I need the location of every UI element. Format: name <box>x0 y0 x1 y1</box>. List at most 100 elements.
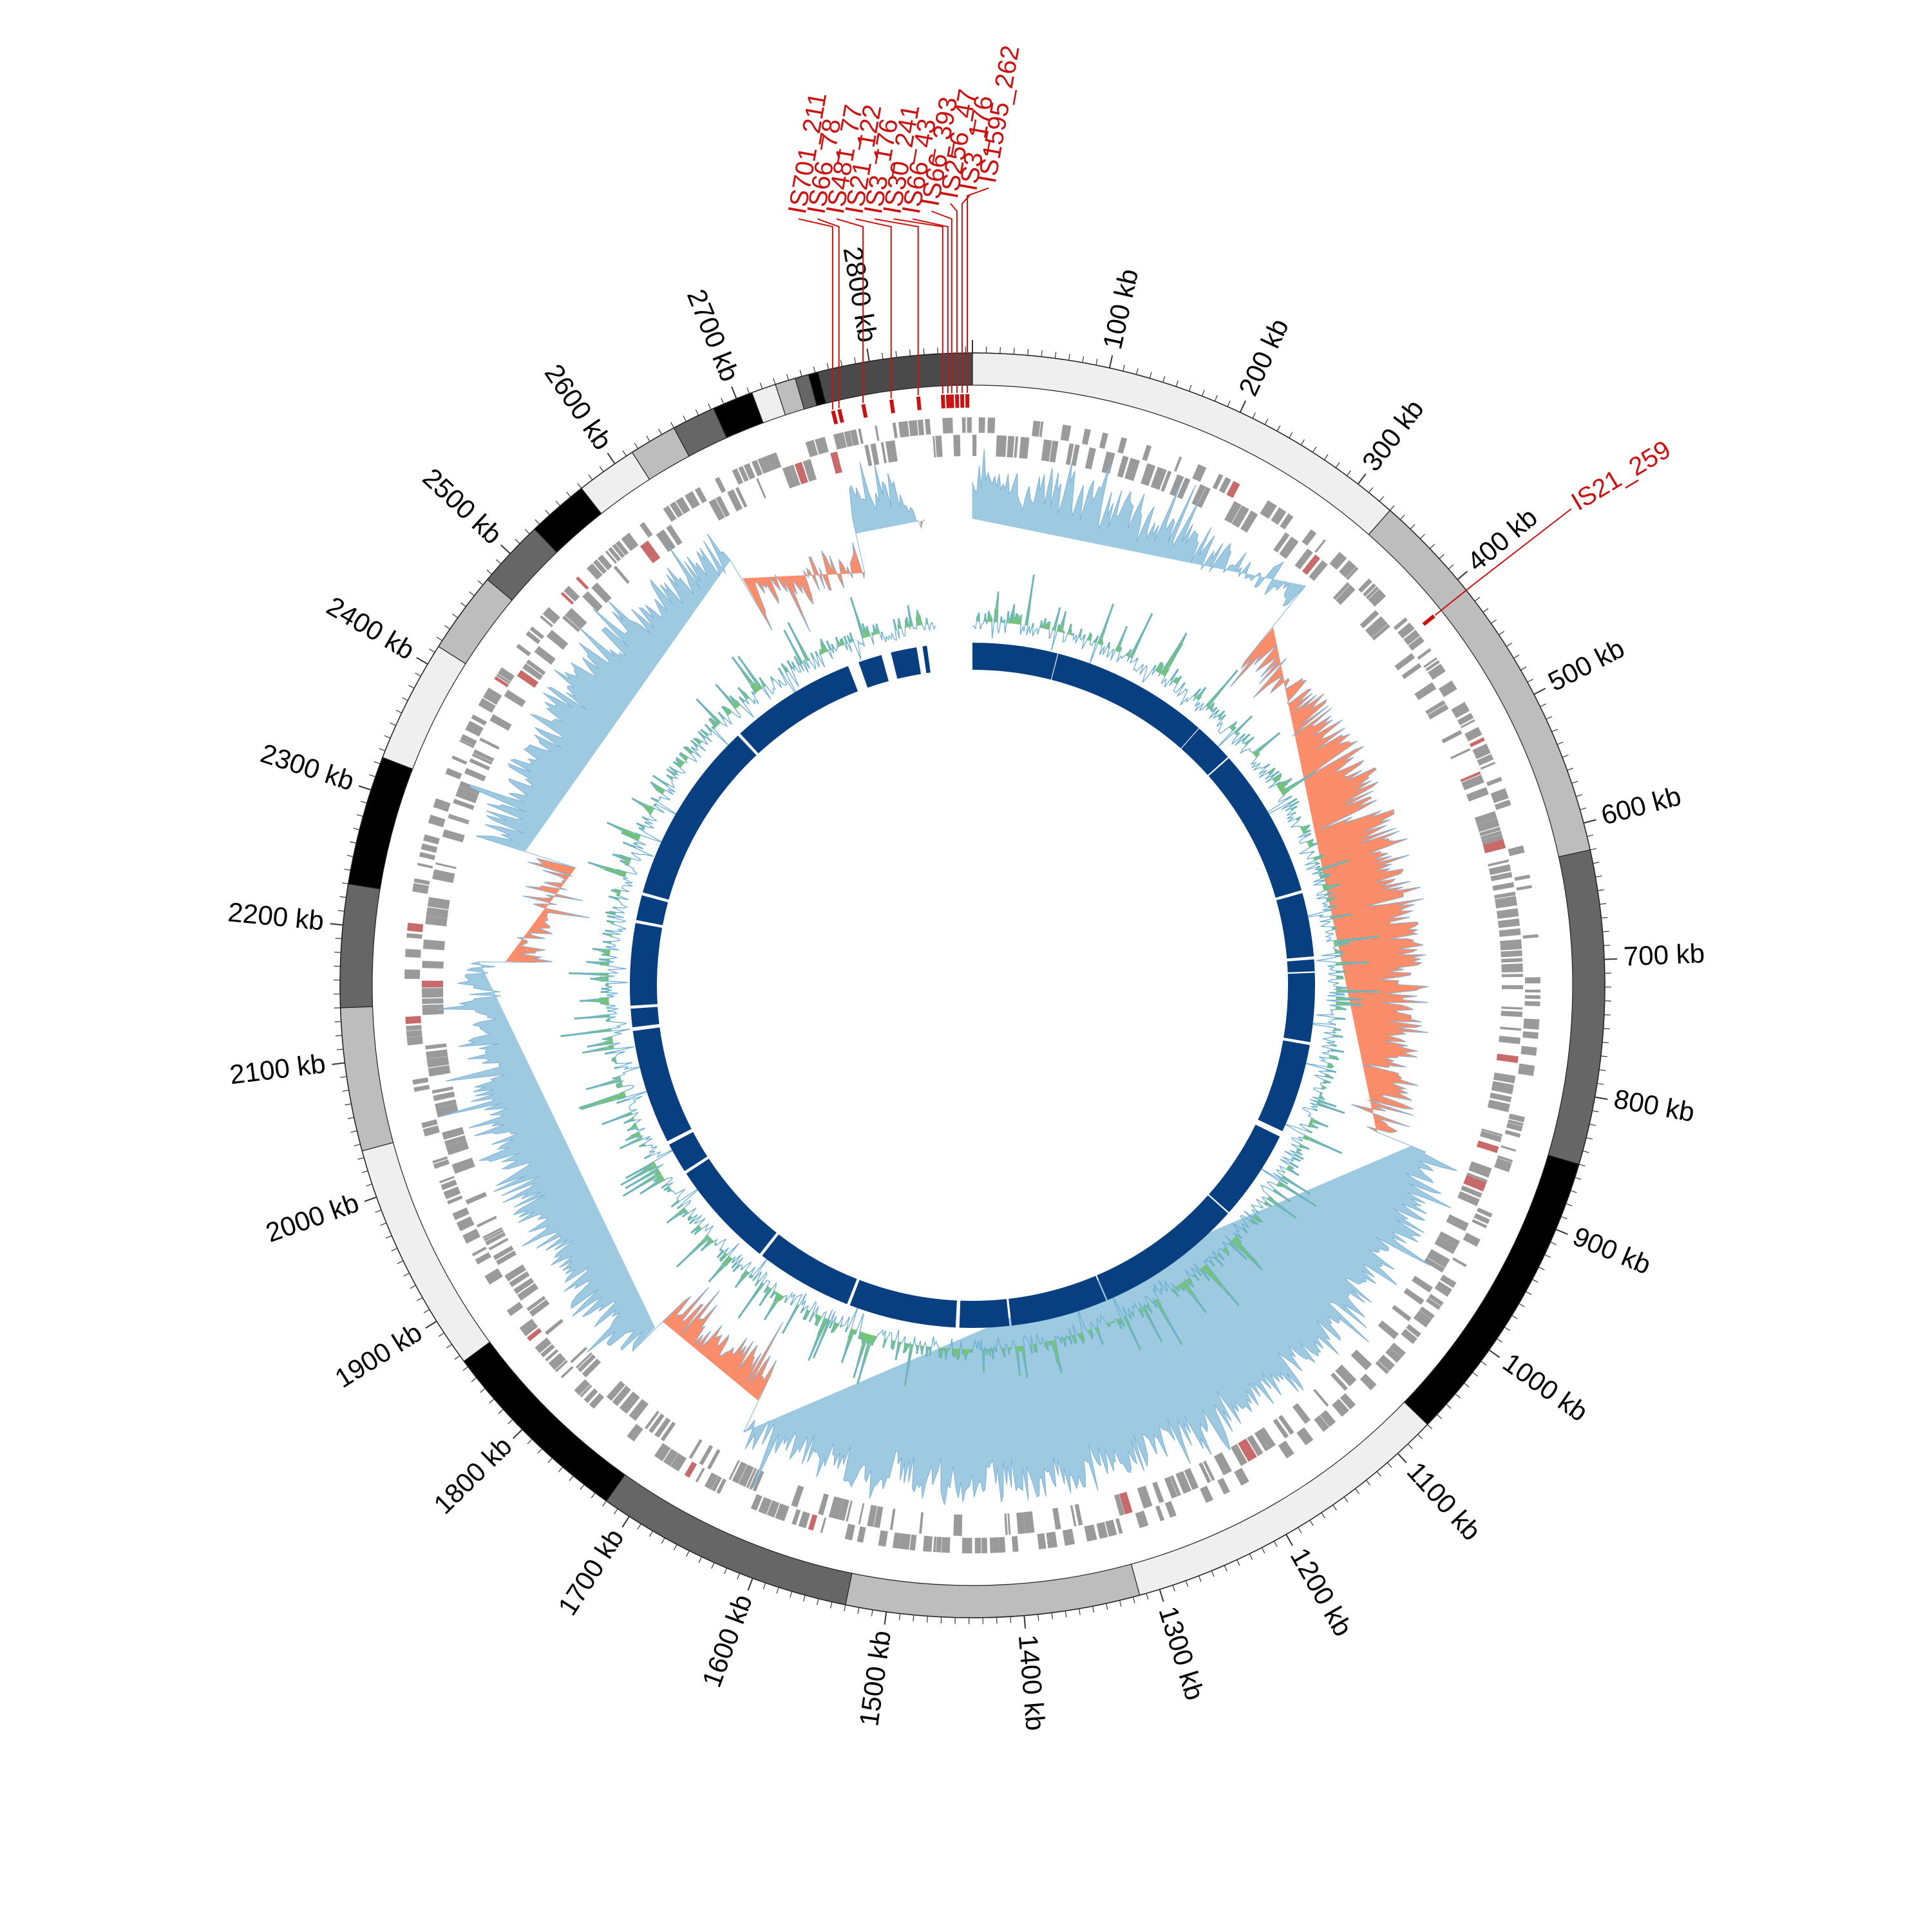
gene-feature <box>1494 1158 1512 1173</box>
gene-feature <box>909 1534 917 1551</box>
gene-feature <box>475 1252 491 1265</box>
block-segment <box>630 1007 659 1028</box>
gene-feature <box>612 1385 631 1406</box>
minor-tick <box>854 357 857 365</box>
gene-feature <box>1466 1172 1488 1183</box>
minor-tick <box>1560 1216 1567 1220</box>
minor-tick <box>762 1582 766 1589</box>
gene-feature <box>1477 818 1500 833</box>
gene-feature <box>404 969 421 980</box>
gene-feature <box>766 1500 780 1518</box>
gene-feature <box>1390 1342 1406 1358</box>
minor-tick <box>1185 1580 1189 1587</box>
is-element-mark <box>916 396 922 411</box>
minor-tick <box>1481 1361 1487 1366</box>
minor-tick <box>452 614 459 618</box>
gene-feature <box>663 1448 679 1466</box>
gene-feature <box>428 815 446 828</box>
minor-tick <box>408 685 415 689</box>
minor-tick <box>746 387 750 394</box>
major-tick <box>500 544 511 554</box>
gene-feature <box>1081 428 1091 445</box>
gene-feature <box>1480 761 1496 770</box>
block-segment <box>632 1027 692 1142</box>
gene-feature <box>645 1410 659 1430</box>
major-tick <box>1555 1228 1568 1235</box>
minor-tick <box>602 1501 607 1507</box>
minor-tick <box>1106 1603 1108 1610</box>
gene-feature <box>925 419 931 435</box>
gene-feature <box>1170 1475 1181 1497</box>
minor-tick <box>1427 1424 1433 1430</box>
gene-feature <box>1461 719 1475 728</box>
gene-feature <box>715 495 730 517</box>
minor-tick <box>337 1048 344 1050</box>
minor-tick <box>1446 1403 1452 1409</box>
gene-feature <box>540 1344 555 1358</box>
gene-feature <box>496 1250 517 1265</box>
minor-tick <box>759 383 763 390</box>
position-label: 100 kb <box>1097 266 1144 352</box>
gene-feature <box>858 428 864 444</box>
gene-track <box>404 417 1540 1553</box>
gene-feature <box>542 607 560 625</box>
minor-tick <box>1214 395 1218 402</box>
minor-tick <box>1576 794 1582 797</box>
gc-content-line <box>560 574 1380 1387</box>
gene-feature <box>545 1349 559 1362</box>
major-tick <box>330 923 343 926</box>
gene-feature <box>1164 1476 1178 1499</box>
minor-tick <box>1309 1520 1314 1526</box>
minor-tick <box>622 450 627 457</box>
gene-feature <box>1359 610 1379 629</box>
gene-feature <box>1278 1415 1294 1435</box>
minor-tick <box>1597 1083 1604 1085</box>
gene-feature <box>1460 771 1481 782</box>
minor-tick <box>1566 1203 1573 1206</box>
gene-feature <box>433 1091 455 1101</box>
minor-tick <box>614 1508 618 1515</box>
gene-feature <box>1473 1213 1490 1224</box>
gene-feature <box>1417 648 1432 660</box>
gene-feature <box>815 437 829 455</box>
block-segment <box>740 666 858 753</box>
gene-feature <box>586 563 603 580</box>
gene-feature <box>1338 560 1356 578</box>
position-label: 1100 kb <box>1401 1456 1487 1546</box>
position-label: 2800 kb <box>838 245 884 345</box>
gene-feature <box>478 697 496 713</box>
minor-tick <box>375 1209 382 1213</box>
gene-feature <box>426 907 449 919</box>
gene-feature <box>471 753 493 765</box>
gene-feature <box>1438 1231 1461 1247</box>
gene-feature <box>666 524 683 545</box>
gene-feature <box>1497 918 1520 928</box>
minor-tick <box>1300 439 1305 446</box>
gene-feature <box>498 667 515 682</box>
gene-feature <box>462 1228 480 1244</box>
minor-tick <box>547 1457 553 1463</box>
is-label-leader <box>798 218 833 410</box>
major-tick <box>512 1428 523 1439</box>
gene-feature <box>473 749 495 762</box>
gene-feature <box>1479 1130 1502 1142</box>
gene-feature <box>750 1493 762 1511</box>
minor-tick <box>1211 1570 1215 1577</box>
minor-tick <box>1589 1123 1596 1126</box>
major-tick <box>1239 400 1247 413</box>
gene-feature <box>1451 701 1470 719</box>
gene-feature <box>1302 554 1321 575</box>
gene-feature <box>455 786 479 804</box>
gc-skew-track <box>438 449 1457 1505</box>
gene-feature <box>1358 578 1372 593</box>
gene-feature <box>460 734 477 746</box>
major-tick <box>1595 1096 1608 1100</box>
gene-feature <box>1074 1504 1083 1526</box>
block-segment <box>1276 893 1314 959</box>
gene-feature <box>878 1530 888 1547</box>
minor-tick <box>507 1419 513 1425</box>
gene-feature <box>728 1460 740 1481</box>
minor-tick <box>1387 1462 1392 1468</box>
gene-feature <box>820 1517 827 1533</box>
